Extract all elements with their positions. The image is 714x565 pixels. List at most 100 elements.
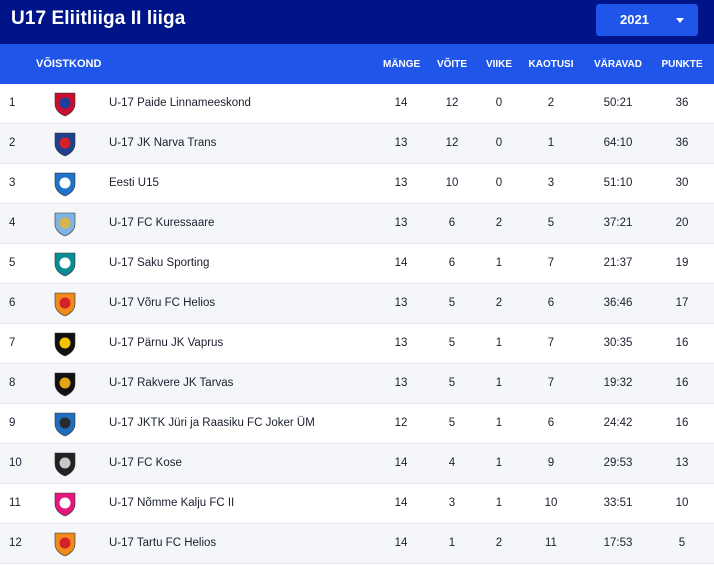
losses-count: 1 bbox=[547, 137, 555, 149]
wins-count: 5 bbox=[448, 377, 456, 389]
table-row[interactable]: 10 U-17 FC Kose 14 4 1 9 29:53 13 bbox=[0, 444, 714, 484]
team-position: 8 bbox=[9, 377, 16, 389]
table-row[interactable]: 7 U-17 Pärnu JK Vaprus 13 5 1 7 30:35 16 bbox=[0, 324, 714, 364]
draws-count: 1 bbox=[495, 257, 503, 269]
wins-count: 1 bbox=[448, 537, 456, 549]
team-name-link[interactable]: U-17 Rakvere JK Tarvas bbox=[109, 377, 234, 389]
column-header-draws[interactable]: VIIKE bbox=[485, 59, 513, 70]
games-played: 14 bbox=[394, 457, 408, 469]
table-row[interactable]: 12 U-17 Tartu FC Helios 14 1 2 11 17:53 5 bbox=[0, 524, 714, 564]
games-played: 14 bbox=[394, 497, 408, 509]
table-row[interactable]: 3 Eesti U15 13 10 0 3 51:10 30 bbox=[0, 164, 714, 204]
goals-score: 29:53 bbox=[603, 457, 633, 469]
games-played: 14 bbox=[394, 537, 408, 549]
draws-count: 2 bbox=[495, 217, 503, 229]
table-row[interactable]: 1 U-17 Paide Linnameeskond 14 12 0 2 50:21 36 bbox=[0, 84, 714, 124]
wins-count: 6 bbox=[448, 257, 456, 269]
column-header-losses[interactable]: KAOTUSI bbox=[528, 59, 574, 70]
voru-helios-crest-icon[interactable] bbox=[51, 290, 79, 318]
losses-count: 7 bbox=[547, 257, 555, 269]
team-position: 6 bbox=[9, 297, 16, 309]
team-position: 2 bbox=[9, 137, 16, 149]
column-header-played[interactable]: MÄNGE bbox=[383, 59, 421, 70]
table-row[interactable]: 11 U-17 Nõmme Kalju FC II 14 3 1 10 33:51 10 bbox=[0, 484, 714, 524]
goals-score: 21:37 bbox=[603, 257, 633, 269]
team-name-link[interactable]: U-17 FC Kose bbox=[109, 457, 182, 469]
wins-count: 5 bbox=[448, 297, 456, 309]
losses-count: 11 bbox=[545, 537, 557, 549]
page-title: U17 Eliitliiga II liiga bbox=[11, 8, 186, 29]
points-total: 17 bbox=[675, 297, 689, 309]
table-row[interactable]: 6 U-17 Võru FC Helios 13 5 2 6 36:46 17 bbox=[0, 284, 714, 324]
paide-crest-icon[interactable] bbox=[51, 90, 79, 118]
table-row[interactable]: 2 U-17 JK Narva Trans 13 12 0 1 64:10 36 bbox=[0, 124, 714, 164]
kalju-crest-icon[interactable] bbox=[51, 490, 79, 518]
team-name-link[interactable]: Eesti U15 bbox=[109, 177, 159, 189]
tartu-helios-crest-icon[interactable] bbox=[51, 530, 79, 558]
team-name-link[interactable]: U-17 Tartu FC Helios bbox=[109, 537, 217, 549]
wins-count: 12 bbox=[445, 137, 459, 149]
points-total: 20 bbox=[675, 217, 689, 229]
draws-count: 1 bbox=[495, 497, 503, 509]
kose-crest-icon[interactable] bbox=[51, 450, 79, 478]
table-row[interactable]: 8 U-17 Rakvere JK Tarvas 13 5 1 7 19:32 16 bbox=[0, 364, 714, 404]
vaprus-crest-icon[interactable] bbox=[51, 330, 79, 358]
column-header-goals[interactable]: VÄRAVAD bbox=[594, 59, 642, 70]
goals-score: 36:46 bbox=[603, 297, 633, 309]
draws-count: 1 bbox=[495, 457, 503, 469]
column-header-points[interactable]: PUNKTE bbox=[661, 59, 703, 70]
losses-count: 10 bbox=[544, 497, 558, 509]
team-position: 10 bbox=[9, 457, 22, 469]
kuressaare-crest-icon[interactable] bbox=[51, 210, 79, 238]
team-name-link[interactable]: U-17 Nõmme Kalju FC II bbox=[109, 497, 235, 509]
team-position: 9 bbox=[9, 417, 16, 429]
season-select[interactable]: 2021 bbox=[596, 4, 698, 36]
losses-count: 6 bbox=[547, 417, 555, 429]
points-total: 36 bbox=[675, 97, 689, 109]
losses-count: 5 bbox=[547, 217, 555, 229]
losses-count: 7 bbox=[547, 377, 555, 389]
tarvas-crest-icon[interactable] bbox=[51, 370, 79, 398]
column-header-wins[interactable]: VÕITE bbox=[436, 59, 467, 70]
saku-crest-icon[interactable] bbox=[51, 250, 79, 278]
team-name-link[interactable]: U-17 Pärnu JK Vaprus bbox=[109, 337, 224, 349]
points-total: 30 bbox=[675, 177, 689, 189]
table-row[interactable]: 4 U-17 FC Kuressaare 13 6 2 5 37:21 20 bbox=[0, 204, 714, 244]
table-row[interactable]: 5 U-17 Saku Sporting 14 6 1 7 21:37 19 bbox=[0, 244, 714, 284]
wins-count: 4 bbox=[448, 457, 456, 469]
draws-count: 1 bbox=[495, 417, 503, 429]
header-bar: U17 Eliitliiga II liiga 2021 bbox=[0, 0, 714, 44]
games-played: 13 bbox=[394, 337, 408, 349]
column-header-team[interactable]: VÕISTKOND bbox=[36, 58, 102, 70]
wins-count: 10 bbox=[445, 177, 459, 189]
table-row[interactable]: 9 U-17 JKTK Jüri ja Raasiku FC Joker ÜM 12… bbox=[0, 404, 714, 444]
games-played: 12 bbox=[394, 417, 408, 429]
team-position: 3 bbox=[9, 177, 16, 189]
season-select-value: 2021 bbox=[620, 12, 649, 27]
goals-score: 37:21 bbox=[603, 217, 633, 229]
losses-count: 6 bbox=[547, 297, 555, 309]
team-position: 5 bbox=[9, 257, 16, 269]
team-position: 1 bbox=[9, 97, 16, 109]
team-name-link[interactable]: U-17 Saku Sporting bbox=[109, 257, 210, 269]
team-name-link[interactable]: U-17 Võru FC Helios bbox=[109, 297, 216, 309]
wins-count: 5 bbox=[448, 337, 456, 349]
wins-count: 3 bbox=[448, 497, 456, 509]
chevron-down-icon bbox=[676, 18, 684, 23]
joker-crest-icon[interactable] bbox=[51, 410, 79, 438]
losses-count: 2 bbox=[547, 97, 555, 109]
draws-count: 2 bbox=[495, 537, 503, 549]
estonia-crest-icon[interactable] bbox=[51, 170, 79, 198]
team-name-link[interactable]: U-17 JKTK Jüri ja Raasiku FC Joker ÜM bbox=[109, 417, 315, 429]
team-name-link[interactable]: U-17 JK Narva Trans bbox=[109, 137, 217, 149]
team-name-link[interactable]: U-17 Paide Linnameeskond bbox=[109, 97, 251, 109]
games-played: 13 bbox=[394, 137, 408, 149]
losses-count: 7 bbox=[547, 337, 555, 349]
draws-count: 2 bbox=[495, 297, 503, 309]
draws-count: 1 bbox=[495, 377, 503, 389]
team-position: 4 bbox=[9, 217, 16, 229]
standings-table-body: 1 U-17 Paide Linnameeskond 14 12 0 2 50:21 36 2 U… bbox=[0, 84, 714, 564]
narva-trans-crest-icon[interactable] bbox=[51, 130, 79, 158]
points-total: 36 bbox=[675, 137, 689, 149]
team-name-link[interactable]: U-17 FC Kuressaare bbox=[109, 217, 215, 229]
